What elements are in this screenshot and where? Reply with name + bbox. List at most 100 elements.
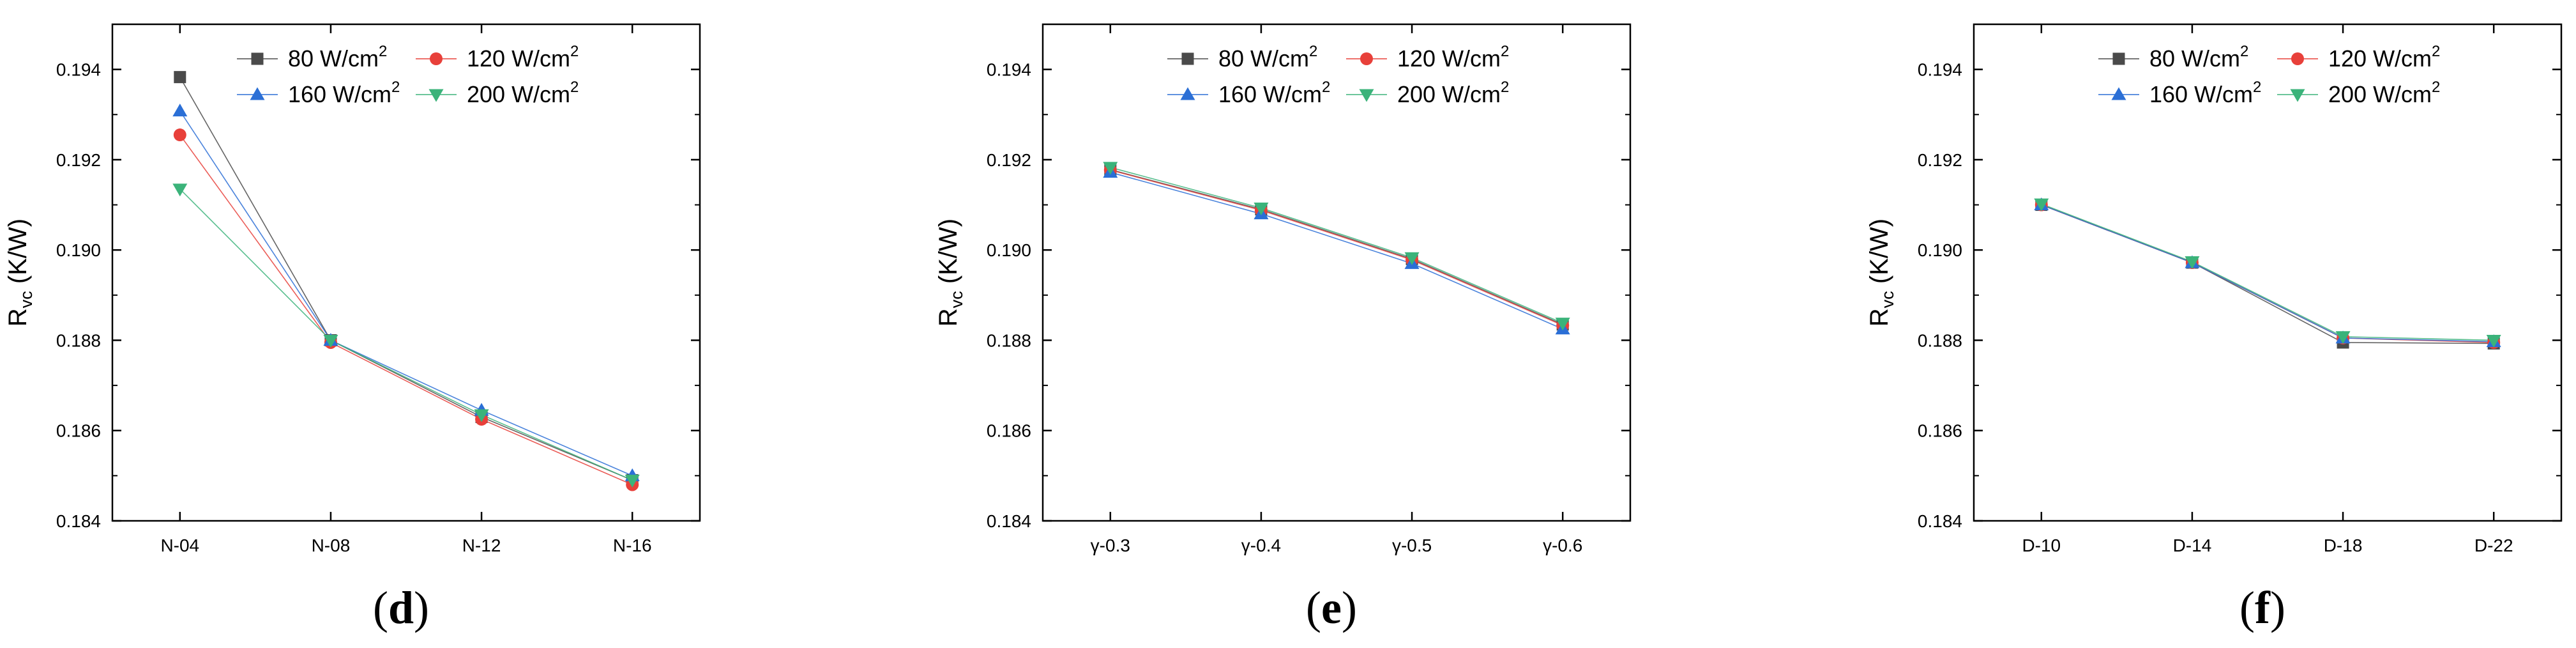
plot-frame [1042, 23, 1632, 522]
legend-entry-3: 200 W/cm2 [2277, 79, 2440, 107]
y-tick-label: 0.190 [987, 240, 1031, 260]
data-point-s3-0 [172, 183, 188, 197]
x-tick-label: γ-0.6 [1543, 536, 1582, 555]
legend-entry-1: 120 W/cm2 [416, 43, 579, 72]
data-point-s2-0 [172, 104, 188, 117]
series-line-0 [179, 77, 633, 481]
y-axis-label-sub: vc [1878, 291, 1897, 308]
legend-entry-0: 80 W/cm2 [1167, 43, 1317, 72]
legend-label-main: 80 W/cm [2149, 45, 2240, 72]
legend-label-main: 200 W/cm [2328, 81, 2432, 107]
panel-label-letter: e [1321, 582, 1342, 633]
legend-entry-2: 160 W/cm2 [237, 79, 400, 107]
panel-label-close: ) [2270, 582, 2285, 633]
legend-label: 80 W/cm2 [1218, 43, 1317, 72]
legend-label: 80 W/cm2 [288, 43, 387, 72]
legend-label: 200 W/cm2 [1397, 79, 1509, 107]
chart-panel-f: 0.184 0.186 0.188 0.190 0.192 0.194 D-10 D-14 D-… [1865, 23, 2563, 633]
legend-label: 160 W/cm2 [2149, 79, 2261, 107]
x-tick-label: N-08 [312, 536, 351, 555]
legend-entry-2: 160 W/cm2 [2098, 79, 2261, 107]
x-tick-label: D-18 [2324, 536, 2363, 555]
series-line-2 [2041, 204, 2494, 343]
legend-label-sup: 2 [1501, 79, 1509, 96]
series-line-1 [1110, 169, 1563, 326]
legend-label: 120 W/cm2 [467, 43, 579, 72]
data-point-s3-3 [625, 474, 640, 488]
legend-label: 120 W/cm2 [2328, 43, 2440, 72]
legend-label: 200 W/cm2 [2328, 79, 2440, 107]
legend-marker [2290, 89, 2305, 102]
legend-entry-1: 120 W/cm2 [2277, 43, 2440, 72]
data-point-s1-0 [173, 128, 186, 142]
legend-marker [251, 52, 264, 65]
legend-label: 200 W/cm2 [467, 79, 579, 107]
legend-marker [250, 87, 265, 100]
legend-entry-0: 80 W/cm2 [237, 43, 387, 72]
legend-marker [2112, 52, 2125, 65]
legend-label-main: 120 W/cm [2328, 45, 2432, 72]
y-tick-label: 0.186 [987, 421, 1031, 441]
x-tick-label: γ-0.5 [1392, 536, 1432, 555]
data-point-s3-0 [2034, 198, 2049, 212]
y-tick-label: 0.188 [987, 330, 1031, 350]
y-axis-label-sub: vc [17, 291, 36, 308]
legend-marker [430, 52, 443, 65]
y-axis-label-unit: (K/W) [1865, 219, 1893, 291]
legend-label-sup: 2 [1309, 43, 1317, 60]
legend-label-sup: 2 [2432, 43, 2440, 60]
y-tick-label: 0.184 [1918, 511, 1962, 531]
series-line-2 [1110, 171, 1563, 330]
panel-label: (f) [2239, 582, 2285, 633]
y-axis-label: Rvc (K/W) [4, 219, 36, 327]
y-tick-label: 0.184 [987, 511, 1031, 531]
y-tick-label: 0.190 [56, 240, 101, 260]
legend-label-main: 80 W/cm [288, 45, 379, 72]
y-axis-label: Rvc (K/W) [1865, 219, 1897, 327]
chart-panel-d: 0.184 0.186 0.188 0.190 0.192 0.194 N-04 N-08 N-… [4, 23, 701, 633]
legend-label-main: 200 W/cm [1397, 81, 1501, 107]
y-axis-label-sub: vc [947, 291, 966, 308]
data-point-s3-2 [2335, 331, 2351, 344]
legend-label-main: 160 W/cm [2149, 81, 2253, 107]
panel-label-close: ) [1342, 582, 1357, 633]
y-tick-label: 0.190 [1918, 240, 1962, 260]
data-point-s3-3 [2486, 334, 2501, 348]
y-tick-label: 0.186 [1918, 421, 1962, 441]
panel-label-open: ( [1306, 582, 1321, 633]
legend-label-sup: 2 [570, 43, 579, 60]
data-point-s3-1 [323, 334, 338, 348]
series-line-1 [179, 134, 633, 486]
y-tick-label: 0.184 [56, 511, 101, 531]
legend-label-main: 120 W/cm [1397, 45, 1501, 72]
legend-label-main: 160 W/cm [1218, 81, 1322, 107]
legend-label-sup: 2 [391, 79, 400, 96]
y-axis-label-main: R [934, 308, 962, 327]
legend-marker [2291, 52, 2304, 65]
panel-label-close: ) [414, 582, 429, 633]
y-tick-label: 0.188 [56, 330, 101, 350]
data-point-s0-0 [174, 71, 186, 84]
y-axis-label-main: R [4, 308, 32, 327]
data-point-s3-2 [1404, 252, 1420, 265]
data-point-s3-2 [474, 409, 489, 422]
series-line-3 [179, 189, 633, 481]
chart-panel-e: 0.184 0.186 0.188 0.190 0.192 0.194 γ-0.3 γ-0.4… [934, 23, 1632, 633]
y-tick-label: 0.194 [1918, 60, 1962, 80]
data-point-s3-3 [1555, 318, 1570, 331]
panel-label-letter: d [388, 582, 414, 633]
x-tick-label: N-04 [160, 536, 199, 555]
legend-marker [1359, 89, 1374, 102]
series-line-2 [179, 111, 633, 477]
legend-entry-0: 80 W/cm2 [2098, 43, 2248, 72]
data-point-s3-1 [2185, 256, 2200, 270]
series-line-0 [1110, 169, 1563, 325]
panel-label: (d) [373, 582, 429, 633]
y-tick-label: 0.194 [56, 60, 101, 80]
legend-label-main: 160 W/cm [288, 81, 391, 107]
legend-label-main: 200 W/cm [467, 81, 570, 107]
y-tick-label: 0.188 [1918, 330, 1962, 350]
series-line-3 [2041, 203, 2494, 341]
x-tick-label: N-12 [462, 536, 501, 555]
